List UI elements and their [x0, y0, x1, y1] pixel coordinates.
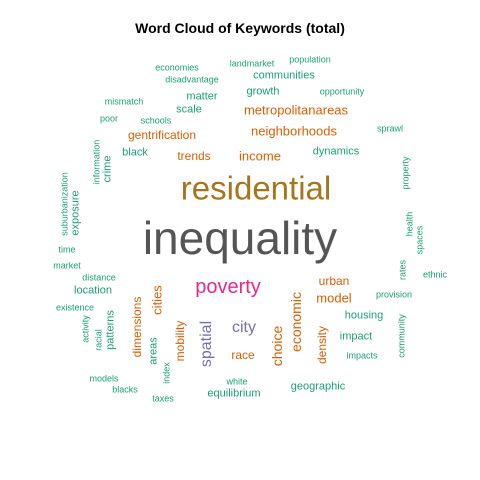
word-information: information	[91, 139, 102, 185]
word-inequality: inequality	[142, 212, 338, 264]
word-density: density	[315, 325, 329, 365]
word-patterns: patterns	[104, 310, 117, 350]
word-existence: existence	[55, 302, 95, 313]
word-geographic: geographic	[290, 380, 346, 393]
word-black: black	[122, 146, 148, 159]
word-provision: provision	[375, 289, 413, 300]
word-neighborhoods: neighborhoods	[250, 123, 338, 139]
word-gentrification: gentrification	[127, 128, 197, 142]
word-suburbanization: suburbanization	[59, 172, 70, 236]
word-residential: residential	[180, 169, 332, 207]
word-rates: rates	[397, 259, 408, 281]
word-population: population	[289, 54, 331, 65]
word-white: white	[226, 376, 248, 387]
word-trends: trends	[177, 149, 211, 163]
word-crime: crime	[101, 155, 114, 183]
word-model: model	[316, 290, 352, 306]
word-time: time	[58, 244, 76, 255]
word-distance: distance	[82, 272, 116, 283]
word-index: index	[161, 362, 172, 384]
word-communities: communities	[253, 69, 315, 82]
word-mobility: mobility	[173, 320, 187, 362]
word-economic: economic	[288, 292, 304, 352]
word-metropolitanareas: metropolitanareas	[243, 102, 349, 118]
word-impact: impact	[339, 330, 373, 343]
word-housing: housing	[344, 309, 384, 322]
word-spatial: spatial	[198, 320, 215, 368]
chart-title: Word Cloud of Keywords (total)	[135, 20, 345, 36]
word-mismatch: mismatch	[104, 96, 144, 107]
word-matter: matter	[186, 90, 218, 103]
word-ethnic: ethnic	[422, 269, 448, 280]
word-economies: economies	[155, 62, 199, 73]
word-disadvantage: disadvantage	[165, 74, 219, 85]
word-taxes: taxes	[152, 393, 174, 404]
word-community: community	[396, 314, 407, 358]
word-cities: cities	[149, 285, 165, 315]
word-dynamics: dynamics	[312, 145, 360, 158]
word-urban: urban	[318, 274, 350, 288]
word-opportunity: opportunity	[319, 86, 365, 97]
word-activity: activity	[80, 315, 91, 343]
word-race: race	[231, 348, 255, 362]
word-models: models	[89, 373, 119, 384]
word-equilibrium: equilibrium	[207, 387, 261, 400]
word-poor: poor	[99, 113, 119, 124]
word-poverty: poverty	[195, 276, 261, 298]
word-impacts: impacts	[346, 350, 378, 361]
word-income: income	[239, 148, 281, 164]
word-spaces: spaces	[414, 225, 425, 255]
word-blacks: blacks	[112, 384, 138, 395]
word-growth: growth	[246, 85, 280, 98]
word-exposure: exposure	[69, 190, 82, 236]
word-property: property	[400, 156, 411, 190]
word-location: location	[74, 284, 112, 297]
word-landmarket: landmarket	[229, 58, 275, 69]
word-schools: schools	[140, 115, 172, 126]
word-market: market	[53, 260, 81, 271]
word-city: city	[232, 319, 256, 336]
word-scale: scale	[176, 103, 202, 116]
word-racial: racial	[93, 329, 104, 351]
word-health: health	[404, 211, 415, 237]
word-choice: choice	[269, 325, 285, 367]
word-sprawl: sprawl	[376, 123, 404, 134]
word-dimensions: dimensions	[130, 296, 144, 358]
word-areas: areas	[147, 337, 160, 365]
